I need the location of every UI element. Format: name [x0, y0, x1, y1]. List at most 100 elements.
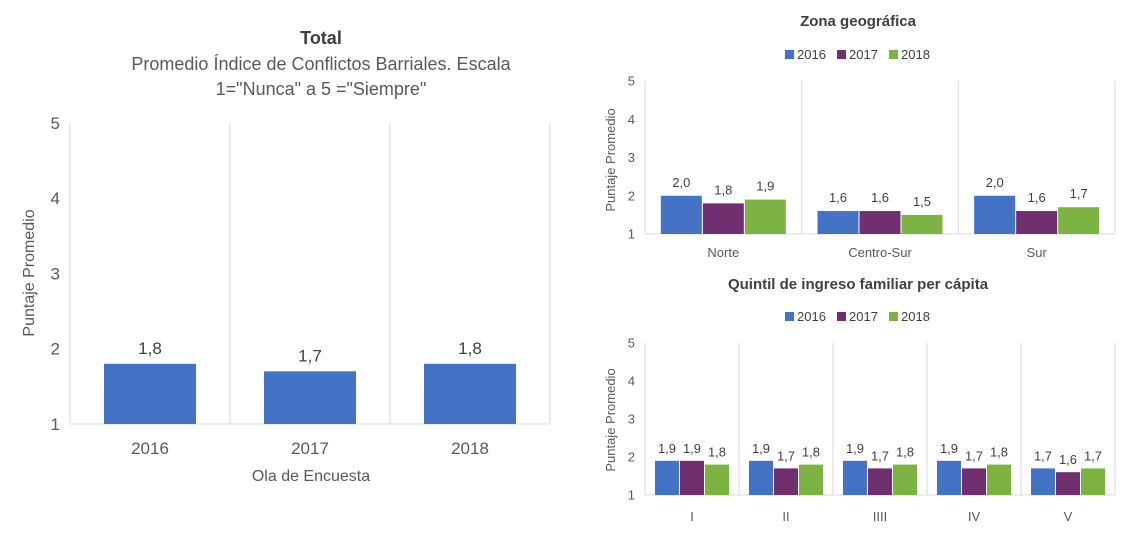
zona-chart-data-label: 1,6 — [1028, 190, 1046, 205]
quintil-chart-title: Quintil de ingreso familiar per cápita — [728, 276, 989, 293]
total-chart-x-tick-label: 2018 — [451, 439, 489, 458]
zona-chart-x-tick-label: Sur — [1027, 245, 1048, 260]
quintil-chart-legend-swatch — [889, 312, 898, 321]
quintil-chart-bar — [868, 468, 892, 495]
quintil-chart-bar — [799, 464, 823, 495]
zona-chart-x-tick-label: Norte — [707, 245, 739, 260]
quintil-chart-bar — [1081, 468, 1105, 495]
quintil-chart-bar — [655, 460, 679, 495]
zona-chart-y-tick-label: 2 — [628, 188, 635, 203]
quintil-chart-data-label: 1,9 — [658, 441, 676, 456]
zona-chart-title: Zona geográfica — [800, 13, 917, 30]
quintil-chart-data-label: 1,6 — [1059, 452, 1077, 467]
zona-chart-y-tick-label: 3 — [628, 150, 635, 165]
quintil-chart-data-label: 1,7 — [777, 448, 795, 463]
quintil-chart-data-label: 1,7 — [1034, 448, 1052, 463]
total-chart-subtitle-line-2: 1="Nunca" a 5 ="Siempre" — [216, 79, 427, 99]
quintil-chart-bar — [937, 460, 961, 495]
quintil-chart-bar — [987, 464, 1011, 495]
quintil-chart-y-tick-label: 1 — [628, 488, 635, 503]
quintil-chart-y-axis-label: Puntaje Promedio — [603, 368, 618, 471]
quintil-chart-data-label: 1,8 — [990, 445, 1008, 460]
zona-chart-y-tick-label: 1 — [628, 227, 635, 242]
zona-chart-bar — [702, 203, 744, 234]
quintil-chart-data-label: 1,8 — [802, 445, 820, 460]
quintil-chart-data-label: 1,7 — [965, 448, 983, 463]
quintil-chart-data-label: 1,9 — [846, 441, 864, 456]
zona-chart-data-label: 1,8 — [714, 182, 732, 197]
zona-chart-legend: 2016 2017 2018 — [785, 47, 930, 62]
quintil-chart-y-tick-label: 3 — [628, 412, 635, 427]
zona-chart-y-tick-label: 4 — [628, 112, 635, 127]
zona-chart-bar — [974, 195, 1016, 234]
zona-chart-data-label: 1,6 — [871, 190, 889, 205]
total-chart-plot-area: 1 2 3 4 5 1,8 2016 1,7 2017 1,8 2018 — [51, 114, 551, 458]
zona-chart-legend-label: 2017 — [849, 47, 878, 62]
zona-chart-bar — [859, 211, 901, 234]
total-chart-x-axis-label: Ola de Encuesta — [252, 468, 370, 485]
zona-chart-legend-swatch — [785, 50, 794, 59]
quintil-chart-bar — [962, 468, 986, 495]
total-chart-bar — [264, 371, 356, 424]
zona-chart: Zona geográfica Puntaje Promedio 2016 201… — [603, 13, 1116, 260]
quintil-chart-bar — [1031, 468, 1055, 495]
quintil-chart-legend-swatch — [785, 312, 794, 321]
quintil-chart-bar — [1056, 472, 1080, 495]
quintil-chart: Quintil de ingreso familiar per cápita P… — [603, 276, 1116, 524]
zona-chart-bar — [817, 211, 859, 234]
quintil-chart-bar — [843, 460, 867, 495]
zona-chart-y-tick-label: 5 — [628, 74, 635, 89]
total-chart-data-label: 1,8 — [458, 339, 482, 358]
total-chart-y-tick-label: 3 — [51, 264, 60, 283]
total-chart-y-tick-label: 1 — [51, 415, 60, 434]
zona-chart-bar — [744, 199, 786, 234]
quintil-chart-data-label: 1,7 — [1084, 448, 1102, 463]
zona-chart-bar — [1058, 207, 1100, 234]
total-chart-title: Total — [300, 28, 342, 48]
quintil-chart-y-tick-label: 5 — [628, 336, 635, 351]
quintil-chart-bar — [774, 468, 798, 495]
zona-chart-data-label: 1,7 — [1070, 186, 1088, 201]
quintil-chart-x-tick-label: IIII — [873, 509, 887, 524]
quintil-chart-bar — [680, 460, 704, 495]
quintil-chart-y-tick-label: 4 — [628, 374, 635, 389]
zona-chart-data-label: 1,9 — [756, 179, 774, 194]
zona-chart-bar — [901, 214, 943, 234]
quintil-chart-bar — [705, 464, 729, 495]
quintil-chart-legend-label: 2016 — [797, 309, 826, 324]
quintil-chart-data-label: 1,9 — [752, 441, 770, 456]
zona-chart-bar — [1016, 211, 1058, 234]
zona-chart-plot-area: 1 2 3 4 5 2,0 1,8 1,9 Norte 1,6 1,6 1,5 Centro-Sur 2,… — [628, 74, 1116, 260]
total-chart-y-axis-label: Puntaje Promedio — [21, 209, 38, 336]
quintil-chart-legend-label: 2017 — [849, 309, 878, 324]
quintil-chart-data-label: 1,9 — [683, 441, 701, 456]
quintil-chart-legend-label: 2018 — [901, 309, 930, 324]
quintil-chart-data-label: 1,8 — [708, 445, 726, 460]
quintil-chart-data-label: 1,7 — [871, 448, 889, 463]
quintil-chart-plot-area: 1 2 3 4 5 1,9 1,9 1,8 I 1,9 1,7 1,8 II 1,9 1,7 1,8 IIII 1… — [628, 336, 1116, 524]
zona-chart-legend-swatch — [889, 50, 898, 59]
zona-chart-legend-label: 2018 — [901, 47, 930, 62]
quintil-chart-x-tick-label: IV — [968, 509, 981, 524]
zona-chart-data-label: 1,5 — [913, 194, 931, 209]
total-chart: Total Promedio Índice de Conflictos Barr… — [21, 28, 551, 485]
quintil-chart-x-tick-label: II — [782, 509, 789, 524]
zona-chart-y-axis-label: Puntaje Promedio — [603, 108, 618, 211]
quintil-chart-x-tick-label: V — [1064, 509, 1073, 524]
quintil-chart-data-label: 1,9 — [940, 441, 958, 456]
zona-chart-data-label: 1,6 — [829, 190, 847, 205]
zona-chart-data-label: 2,0 — [986, 175, 1004, 190]
zona-chart-bar — [660, 195, 702, 234]
quintil-chart-bar — [749, 460, 773, 495]
quintil-chart-x-tick-label: I — [690, 509, 694, 524]
quintil-chart-legend-swatch — [837, 312, 846, 321]
quintil-chart-data-label: 1,8 — [896, 445, 914, 460]
total-chart-y-tick-label: 4 — [51, 189, 60, 208]
quintil-chart-legend: 2016 2017 2018 — [785, 309, 930, 324]
total-chart-bar — [104, 363, 196, 424]
total-chart-data-label: 1,8 — [138, 339, 162, 358]
total-chart-x-tick-label: 2017 — [291, 439, 329, 458]
zona-chart-legend-swatch — [837, 50, 846, 59]
total-chart-data-label: 1,7 — [298, 346, 322, 365]
quintil-chart-bar — [893, 464, 917, 495]
